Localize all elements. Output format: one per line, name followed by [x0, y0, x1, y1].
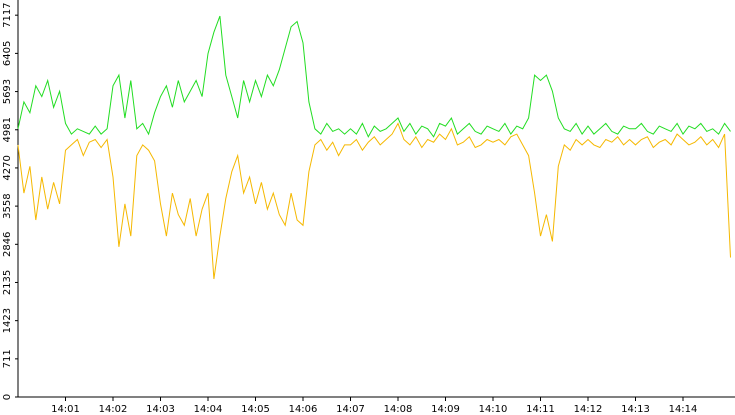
- y-tick-label: 2135: [2, 270, 13, 295]
- x-tick-label: 14:01: [51, 404, 80, 415]
- x-tick-label: 14:11: [526, 404, 555, 415]
- x-tick-label: 14:08: [384, 404, 413, 415]
- x-tick-label: 14:04: [194, 404, 223, 415]
- y-tick-label: 4981: [2, 117, 13, 142]
- series-line: [17, 122, 731, 280]
- x-tick-label: 14:03: [146, 404, 175, 415]
- x-tick-label: 14:06: [289, 404, 318, 415]
- y-tick-label: 5693: [2, 79, 13, 104]
- y-tick-label: 1423: [2, 308, 13, 333]
- y-tick-label: 0: [2, 394, 13, 400]
- x-tick-label: 14:12: [574, 404, 603, 415]
- y-tick-label: 711: [2, 349, 13, 368]
- y-tick-label: 6405: [2, 41, 13, 66]
- y-tick-label: 3558: [2, 193, 13, 218]
- y-tick-label: 7117: [2, 2, 13, 27]
- x-tick-label: 14:05: [241, 404, 270, 415]
- x-tick-label: 14:13: [621, 404, 650, 415]
- y-tick-label: 4270: [2, 155, 13, 180]
- y-tick-label: 2846: [2, 232, 13, 257]
- x-tick-label: 14:14: [669, 404, 698, 415]
- x-tick-label: 14:10: [479, 404, 508, 415]
- x-tick-label: 14:07: [336, 404, 365, 415]
- x-tick-label: 14:09: [431, 404, 460, 415]
- series-line: [17, 15, 731, 138]
- x-tick-label: 14:02: [99, 404, 128, 415]
